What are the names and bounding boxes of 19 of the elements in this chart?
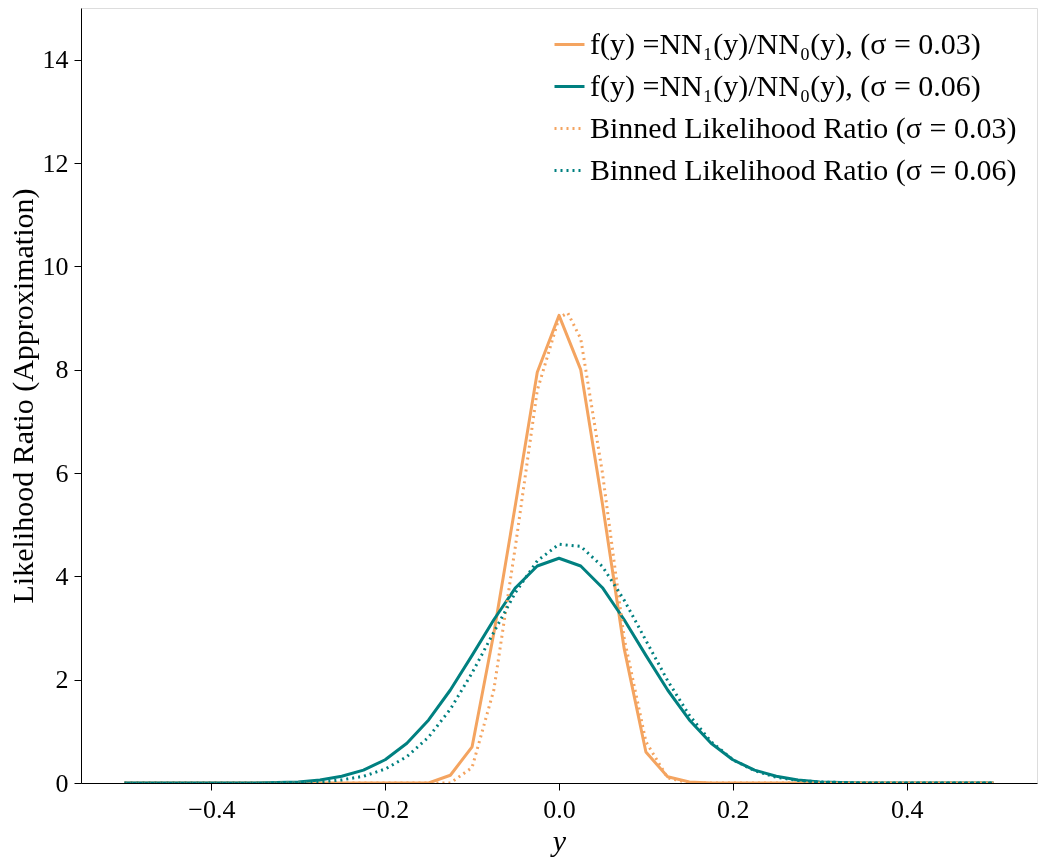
legend-label: f(y) =NN₁(y)/NN₀(y), (σ = 0.06) — [590, 68, 981, 103]
x-axis-title: y — [549, 823, 567, 857]
x-tick-label: −0.4 — [188, 794, 236, 824]
y-tick-label: 12 — [42, 148, 69, 178]
x-tick-label: 0.0 — [543, 794, 576, 824]
x-tick-label: 0.2 — [717, 794, 750, 824]
x-tick-label: −0.2 — [362, 794, 410, 824]
y-tick-label: 10 — [42, 251, 69, 281]
x-tick-label: 0.4 — [890, 794, 924, 824]
y-tick-label: 6 — [55, 458, 69, 488]
legend-label: Binned Likelihood Ratio (σ = 0.03) — [590, 110, 1017, 145]
legend-label: Binned Likelihood Ratio (σ = 0.06) — [590, 152, 1017, 187]
y-tick-label: 0 — [55, 768, 69, 798]
y-axis-title: Likelihood Ratio (Approximation) — [5, 188, 40, 604]
y-tick-label: 8 — [55, 355, 69, 385]
y-tick-label: 4 — [55, 561, 69, 591]
y-tick-label: 14 — [42, 45, 69, 75]
legend-label: f(y) =NN₁(y)/NN₀(y), (σ = 0.03) — [590, 26, 981, 61]
y-tick-label: 2 — [55, 665, 69, 695]
